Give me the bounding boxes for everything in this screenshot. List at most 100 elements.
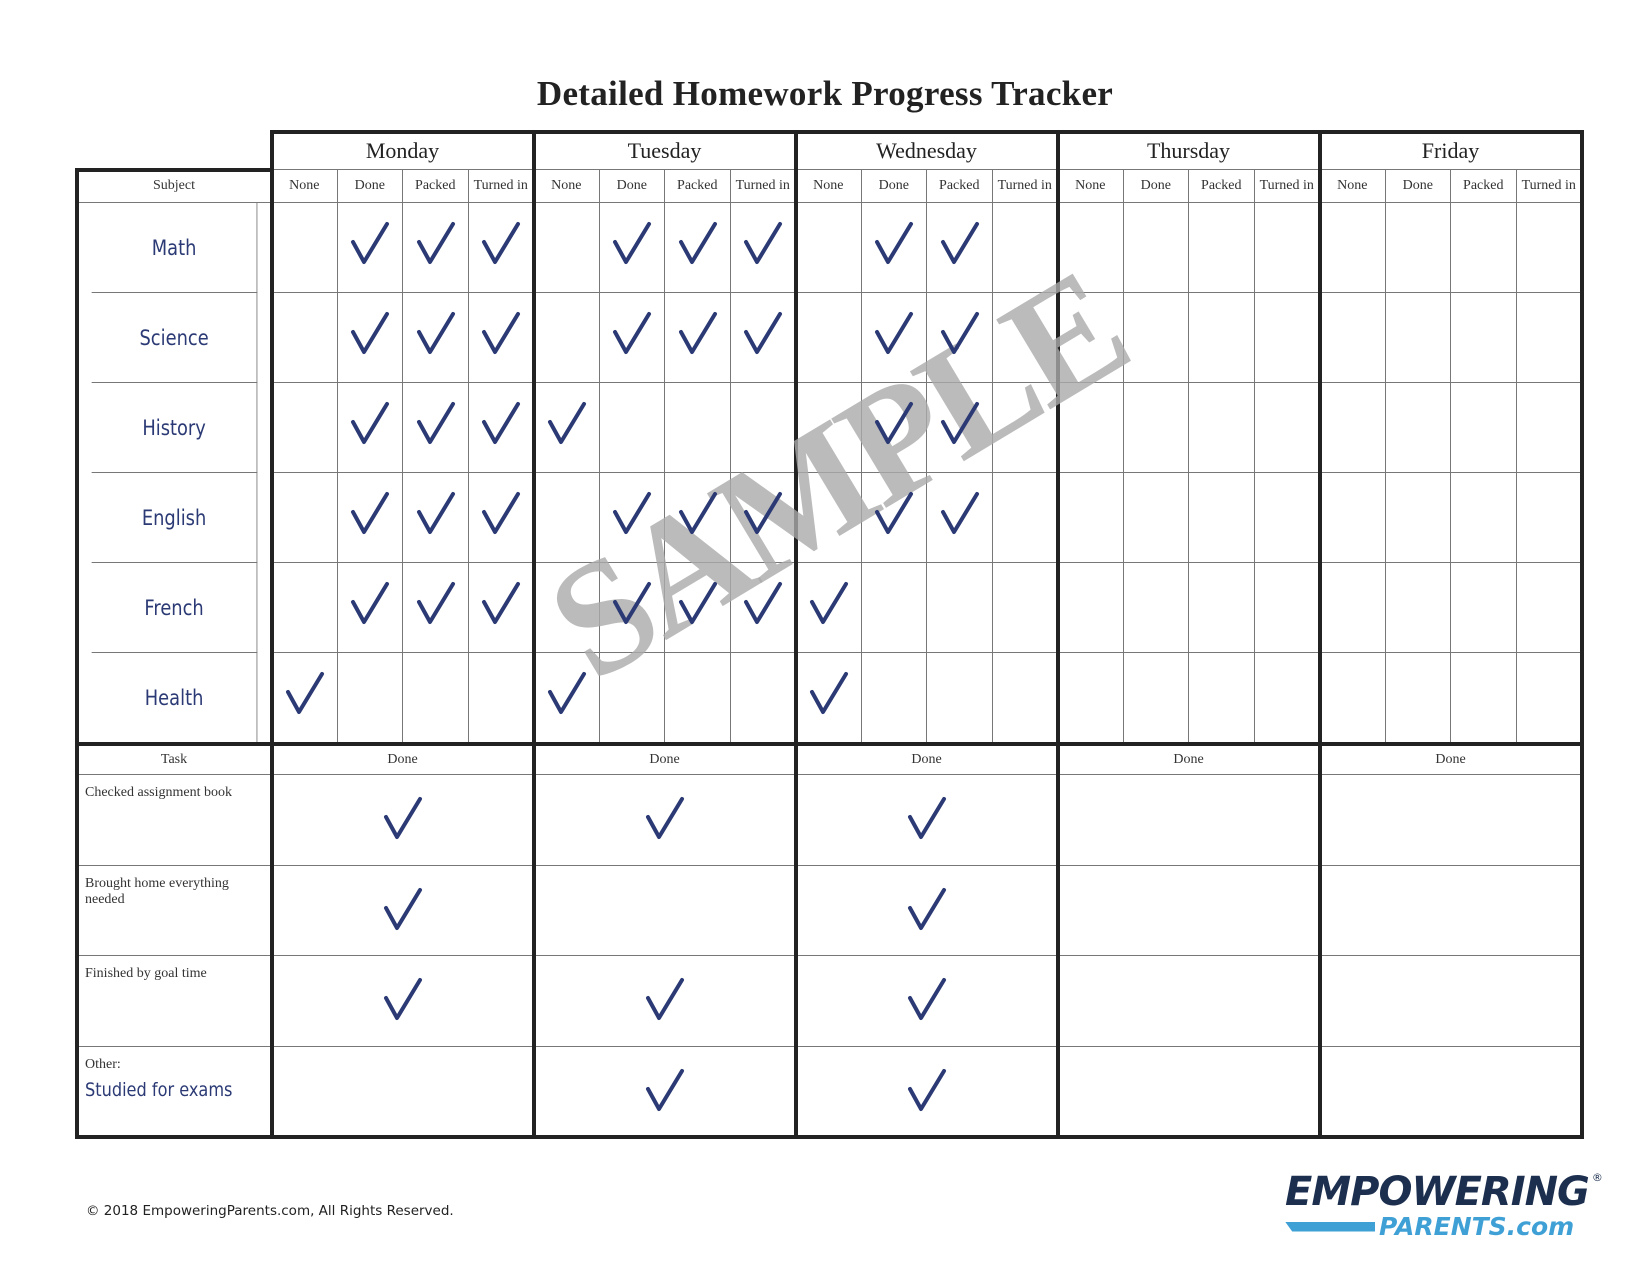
- check-cell[interactable]: [1385, 203, 1451, 293]
- check-cell[interactable]: [796, 563, 862, 653]
- check-cell[interactable]: [1058, 563, 1124, 653]
- check-cell[interactable]: [1189, 383, 1255, 473]
- check-cell[interactable]: [992, 473, 1058, 563]
- check-cell[interactable]: [861, 563, 927, 653]
- task-done-cell[interactable]: [1320, 865, 1582, 956]
- check-cell[interactable]: [534, 203, 600, 293]
- check-cell[interactable]: [1385, 293, 1451, 383]
- check-cell[interactable]: [337, 653, 403, 743]
- check-cell[interactable]: [927, 473, 993, 563]
- check-cell[interactable]: [1123, 203, 1189, 293]
- check-cell[interactable]: [1320, 473, 1386, 563]
- check-cell[interactable]: [599, 653, 665, 743]
- check-cell[interactable]: [272, 293, 338, 383]
- task-done-cell[interactable]: [1320, 1046, 1582, 1137]
- check-cell[interactable]: [1451, 293, 1517, 383]
- check-cell[interactable]: [1320, 563, 1386, 653]
- check-cell[interactable]: [1385, 563, 1451, 653]
- check-cell[interactable]: [730, 653, 796, 743]
- check-cell[interactable]: [1516, 563, 1582, 653]
- check-cell[interactable]: [1254, 563, 1320, 653]
- check-cell[interactable]: [1254, 383, 1320, 473]
- check-cell[interactable]: [1123, 653, 1189, 743]
- check-cell[interactable]: [992, 203, 1058, 293]
- check-cell[interactable]: [1320, 293, 1386, 383]
- check-cell[interactable]: [599, 563, 665, 653]
- check-cell[interactable]: [272, 563, 338, 653]
- check-cell[interactable]: [468, 653, 534, 743]
- check-cell[interactable]: [665, 473, 731, 563]
- check-cell[interactable]: [730, 383, 796, 473]
- task-done-cell[interactable]: [1058, 775, 1320, 866]
- check-cell[interactable]: [992, 563, 1058, 653]
- check-cell[interactable]: [665, 203, 731, 293]
- check-cell[interactable]: [534, 293, 600, 383]
- check-cell[interactable]: [1123, 473, 1189, 563]
- check-cell[interactable]: [1320, 653, 1386, 743]
- check-cell[interactable]: [1254, 203, 1320, 293]
- check-cell[interactable]: [796, 383, 862, 473]
- check-cell[interactable]: [992, 293, 1058, 383]
- check-cell[interactable]: [272, 383, 338, 473]
- check-cell[interactable]: [272, 473, 338, 563]
- check-cell[interactable]: [1451, 563, 1517, 653]
- check-cell[interactable]: [599, 473, 665, 563]
- task-done-cell[interactable]: [1058, 865, 1320, 956]
- check-cell[interactable]: [992, 653, 1058, 743]
- check-cell[interactable]: [1189, 203, 1255, 293]
- check-cell[interactable]: [1254, 293, 1320, 383]
- check-cell[interactable]: [927, 293, 993, 383]
- check-cell[interactable]: [403, 473, 469, 563]
- check-cell[interactable]: [796, 473, 862, 563]
- check-cell[interactable]: [1058, 473, 1124, 563]
- check-cell[interactable]: [534, 563, 600, 653]
- check-cell[interactable]: [665, 563, 731, 653]
- check-cell[interactable]: [534, 383, 600, 473]
- task-done-cell[interactable]: [1320, 775, 1582, 866]
- check-cell[interactable]: [796, 293, 862, 383]
- task-done-cell[interactable]: [1320, 956, 1582, 1047]
- check-cell[interactable]: [1189, 293, 1255, 383]
- check-cell[interactable]: [1123, 383, 1189, 473]
- check-cell[interactable]: [1058, 653, 1124, 743]
- check-cell[interactable]: [1385, 473, 1451, 563]
- check-cell[interactable]: [992, 383, 1058, 473]
- check-cell[interactable]: [1451, 383, 1517, 473]
- check-cell[interactable]: [1516, 383, 1582, 473]
- check-cell[interactable]: [1516, 473, 1582, 563]
- task-done-cell[interactable]: [1058, 1046, 1320, 1137]
- check-cell[interactable]: [599, 293, 665, 383]
- check-cell[interactable]: [861, 293, 927, 383]
- check-cell[interactable]: [403, 653, 469, 743]
- check-cell[interactable]: [927, 563, 993, 653]
- check-cell[interactable]: [403, 383, 469, 473]
- check-cell[interactable]: [1254, 473, 1320, 563]
- check-cell[interactable]: [1385, 653, 1451, 743]
- check-cell[interactable]: [1058, 203, 1124, 293]
- check-cell[interactable]: [403, 293, 469, 383]
- check-cell[interactable]: [1451, 653, 1517, 743]
- check-cell[interactable]: [1189, 563, 1255, 653]
- check-cell[interactable]: [1516, 203, 1582, 293]
- check-cell[interactable]: [1516, 653, 1582, 743]
- check-cell[interactable]: [861, 383, 927, 473]
- check-cell[interactable]: [1320, 203, 1386, 293]
- check-cell[interactable]: [272, 203, 338, 293]
- check-cell[interactable]: [337, 563, 403, 653]
- check-cell[interactable]: [534, 473, 600, 563]
- check-cell[interactable]: [1189, 473, 1255, 563]
- check-cell[interactable]: [1254, 653, 1320, 743]
- check-cell[interactable]: [337, 203, 403, 293]
- check-cell[interactable]: [1451, 203, 1517, 293]
- check-cell[interactable]: [796, 203, 862, 293]
- check-cell[interactable]: [927, 203, 993, 293]
- check-cell[interactable]: [1385, 383, 1451, 473]
- check-cell[interactable]: [861, 473, 927, 563]
- check-cell[interactable]: [927, 653, 993, 743]
- check-cell[interactable]: [665, 653, 731, 743]
- check-cell[interactable]: [861, 653, 927, 743]
- check-cell[interactable]: [1189, 653, 1255, 743]
- check-cell[interactable]: [1320, 383, 1386, 473]
- check-cell[interactable]: [1058, 383, 1124, 473]
- check-cell[interactable]: [403, 563, 469, 653]
